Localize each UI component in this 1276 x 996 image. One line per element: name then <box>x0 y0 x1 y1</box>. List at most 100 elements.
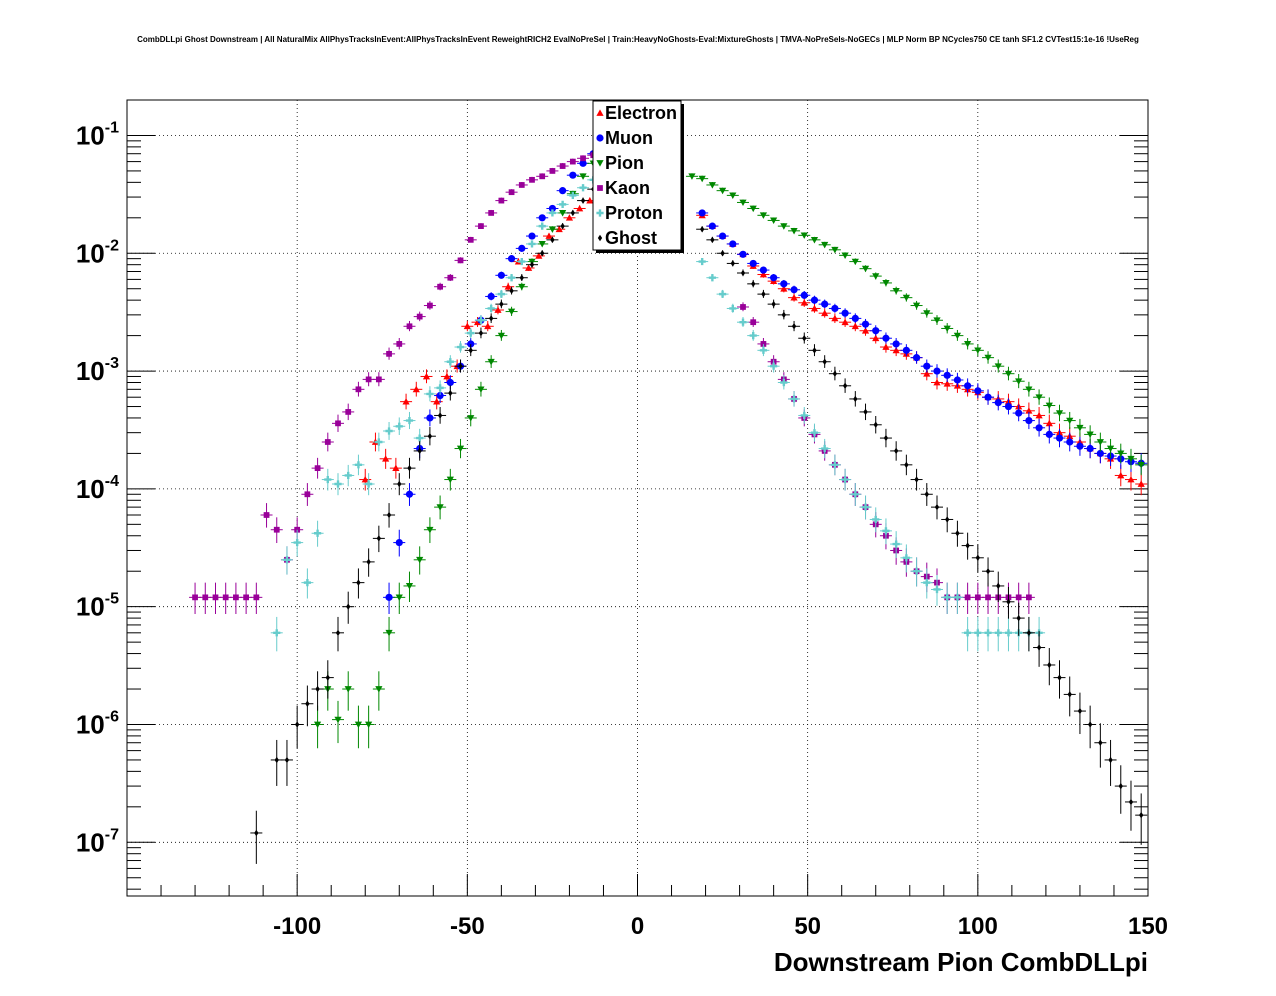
data-point <box>832 370 838 377</box>
data-point <box>882 280 890 287</box>
data-point <box>710 236 715 244</box>
data-point <box>334 480 342 488</box>
data-point <box>436 504 444 511</box>
data-point <box>1045 419 1053 427</box>
data-point <box>1066 417 1074 425</box>
data-series <box>189 143 1148 864</box>
data-point <box>294 526 301 533</box>
data-point <box>974 347 982 354</box>
data-point <box>1026 629 1032 637</box>
data-point <box>422 372 431 380</box>
data-point <box>1128 798 1134 806</box>
data-point <box>729 192 737 199</box>
data-point <box>821 309 829 317</box>
data-point <box>760 341 767 347</box>
data-point <box>1086 431 1094 439</box>
data-point <box>570 209 575 217</box>
data-point <box>565 214 574 221</box>
data-point <box>477 316 485 324</box>
data-point <box>392 464 400 472</box>
data-point <box>1067 691 1072 698</box>
data-point <box>1055 434 1064 442</box>
data-point <box>456 445 465 453</box>
data-point <box>821 444 829 453</box>
data-point <box>335 629 341 637</box>
data-point <box>1004 370 1013 378</box>
data-point <box>943 593 951 601</box>
data-point <box>222 594 229 601</box>
legend-marker <box>597 185 603 191</box>
legend-marker <box>596 160 604 167</box>
data-point <box>519 274 524 281</box>
data-point <box>861 320 870 328</box>
data-point <box>365 480 373 488</box>
data-point <box>851 258 859 266</box>
data-point <box>1025 386 1033 393</box>
data-point <box>509 287 514 295</box>
data-point <box>861 503 870 511</box>
data-point <box>263 512 270 518</box>
data-point <box>749 332 757 340</box>
data-point <box>395 422 403 430</box>
data-point <box>883 434 889 442</box>
data-point <box>448 389 453 397</box>
data-point <box>436 384 444 392</box>
data-point <box>468 347 473 354</box>
legend-label: Proton <box>605 203 663 223</box>
data-point <box>964 382 972 390</box>
data-point <box>416 556 424 564</box>
data-point <box>497 290 505 298</box>
data-point <box>304 491 311 498</box>
data-point <box>750 319 757 326</box>
data-point <box>945 516 950 523</box>
data-point <box>212 594 219 601</box>
data-point <box>488 315 494 322</box>
data-point <box>861 265 870 273</box>
data-point <box>538 241 546 248</box>
data-point <box>810 304 819 312</box>
data-point <box>1015 594 1022 601</box>
legend-marker <box>596 134 604 142</box>
data-point <box>924 491 929 498</box>
data-point <box>344 686 352 693</box>
data-point <box>923 310 931 317</box>
data-point <box>780 285 788 292</box>
data-point <box>397 480 402 488</box>
data-point <box>426 390 434 398</box>
data-point <box>800 299 808 306</box>
data-point <box>974 594 981 601</box>
data-point <box>437 412 443 419</box>
data-point <box>1015 409 1023 417</box>
data-point <box>443 372 451 380</box>
data-point <box>437 283 443 290</box>
data-point <box>984 354 992 362</box>
data-point <box>933 317 941 324</box>
data-point <box>402 398 410 405</box>
data-point <box>933 367 941 375</box>
data-point <box>933 378 941 386</box>
data-point <box>985 567 991 575</box>
data-point <box>800 291 808 299</box>
data-point <box>579 173 587 180</box>
data-point <box>1117 450 1125 458</box>
data-point <box>335 420 341 427</box>
data-point <box>863 408 868 416</box>
data-point <box>412 385 420 393</box>
data-point <box>580 155 586 162</box>
data-point <box>497 332 505 340</box>
data-point <box>1045 430 1053 439</box>
series-pion <box>311 150 1148 749</box>
data-point <box>273 526 280 533</box>
data-point <box>405 490 414 498</box>
data-point <box>507 274 516 282</box>
data-point <box>831 304 839 313</box>
data-point <box>405 583 414 590</box>
data-point <box>499 300 504 308</box>
data-point <box>528 240 536 248</box>
data-point <box>507 255 516 263</box>
data-point <box>407 464 412 472</box>
data-point <box>1035 394 1043 401</box>
data-point <box>923 579 931 587</box>
data-point <box>729 304 737 313</box>
data-point <box>386 511 392 519</box>
